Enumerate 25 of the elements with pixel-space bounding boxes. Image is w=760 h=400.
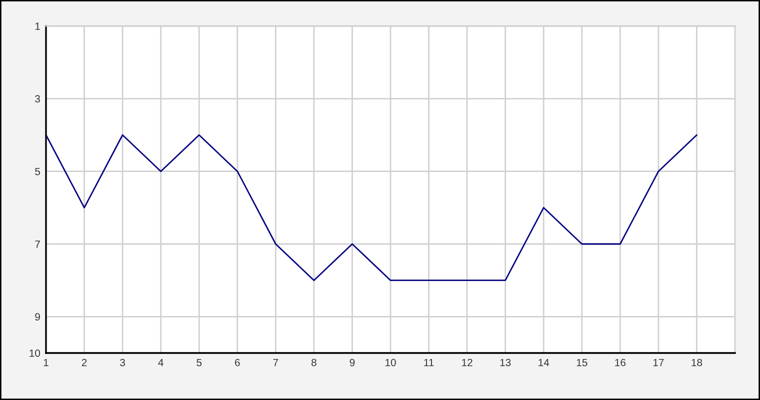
x-tick-label: 15 <box>576 358 588 366</box>
x-tick-label: 8 <box>312 358 316 366</box>
x-tick-label: 14 <box>538 358 550 366</box>
x-tick-label: 2 <box>82 358 87 366</box>
x-tick-label: 5 <box>196 358 202 366</box>
y-tick-label: 1 <box>35 22 40 30</box>
x-tick-label: 18 <box>692 358 702 366</box>
x-tick-label: 10 <box>386 358 396 366</box>
line-series <box>46 134 698 282</box>
x-tick-label: 7 <box>273 358 278 366</box>
y-tick-label: 3 <box>35 95 40 103</box>
x-tick-label: 12 <box>462 358 472 366</box>
x-tick-label: 4 <box>158 358 164 366</box>
y-tick-label: 5 <box>35 168 40 176</box>
x-tick-label: 16 <box>615 358 626 366</box>
x-tick-label: 3 <box>120 358 125 366</box>
y-tick-label: 10 <box>30 350 40 357</box>
x-tick-label: 11 <box>424 358 434 366</box>
y-tick-label: 7 <box>35 240 40 248</box>
x-tick-label: 13 <box>500 358 511 366</box>
x-tick-label: 9 <box>350 358 355 366</box>
x-tick-label: 6 <box>235 358 240 366</box>
x-tick-label: 17 <box>653 358 664 366</box>
x-tick-label: 1 <box>44 358 48 366</box>
y-tick-label: 9 <box>35 313 40 321</box>
